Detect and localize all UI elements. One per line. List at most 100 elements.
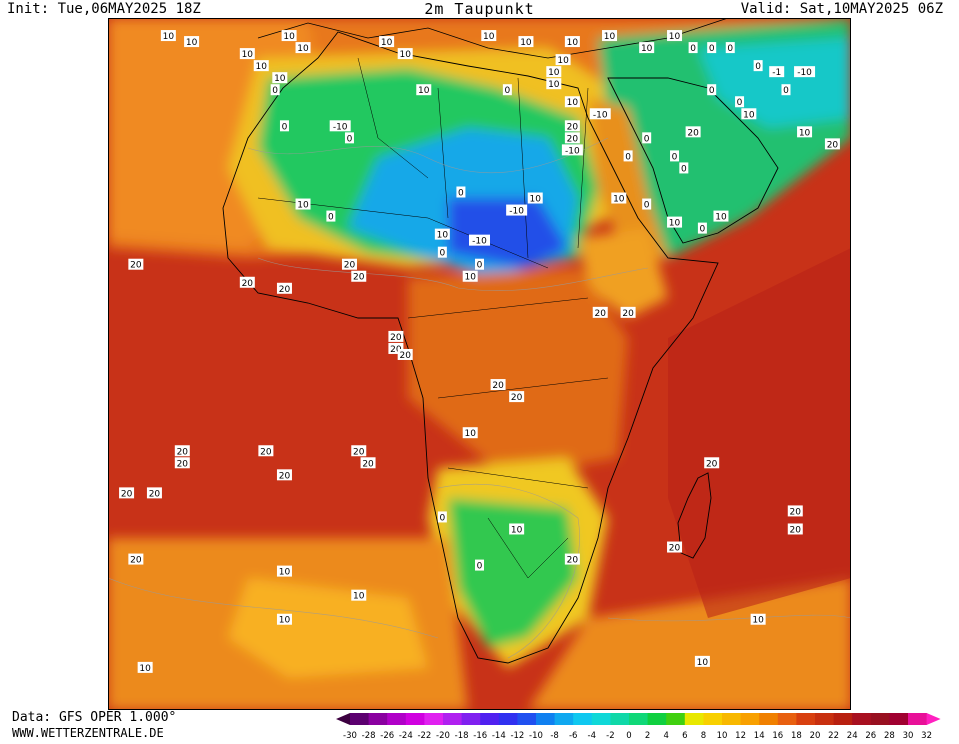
colorbar-segment [833, 713, 853, 725]
dewpoint-label: 10 [602, 30, 618, 42]
svg-text:-10: -10 [472, 237, 487, 247]
svg-text:-10: -10 [509, 207, 524, 217]
colorbar-tick: -14 [492, 731, 506, 740]
svg-text:10: 10 [641, 44, 653, 54]
dewpoint-label: 10 [272, 72, 288, 84]
africa-coastline [222, 31, 719, 664]
dewpoint-label: 20 [146, 487, 162, 499]
colorbar-tick: 14 [754, 731, 765, 740]
dewpoint-label: 20 [341, 258, 357, 271]
svg-text:20: 20 [790, 507, 802, 517]
colorbar-segment [759, 713, 779, 725]
svg-text:0: 0 [737, 98, 743, 108]
dewpoint-label: 20 [685, 126, 701, 138]
dewpoint-label: -10 [589, 108, 611, 120]
dewpoint-label: 10 [239, 48, 255, 60]
svg-text:20: 20 [687, 128, 699, 138]
svg-text:0: 0 [477, 562, 483, 572]
dewpoint-label: 0 [270, 84, 280, 96]
svg-text:20: 20 [567, 556, 579, 566]
svg-text:0: 0 [272, 86, 278, 96]
svg-text:10: 10 [613, 195, 625, 205]
dewpoint-label: 20 [128, 553, 144, 566]
dewpoint-label: 10 [434, 228, 450, 241]
dewpoint-label: -10 [506, 204, 528, 217]
colorbar-tick: -8 [550, 731, 558, 740]
dewpoint-label: 0 [344, 132, 354, 144]
dewpoint-label: 10 [295, 198, 311, 211]
dewpoint-label: 0 [475, 559, 484, 572]
dewpoint-label: 20 [388, 342, 404, 355]
svg-text:10: 10 [557, 56, 569, 66]
dewpoint-label: 10 [379, 36, 395, 48]
colorbar-tick: 0 [626, 731, 631, 740]
svg-text:0: 0 [755, 62, 761, 72]
svg-text:20: 20 [177, 459, 189, 469]
field-indian-ocean [668, 248, 851, 618]
dewpoint-label: 20 [258, 445, 274, 457]
dewpoint-label: 10 [518, 36, 534, 48]
svg-text:10: 10 [743, 110, 755, 120]
svg-text:20: 20 [790, 525, 802, 535]
dewpoint-label: 20 [128, 258, 144, 271]
dewpoint-label: 20 [239, 276, 255, 289]
svg-text:10: 10 [752, 616, 764, 626]
dewpoint-label: 0 [753, 60, 763, 72]
svg-text:10: 10 [464, 273, 476, 283]
dewpoint-label: -10 [329, 120, 351, 132]
dewpoint-label: 0 [456, 186, 466, 199]
svg-text:0: 0 [347, 134, 353, 144]
svg-text:20: 20 [492, 381, 504, 391]
dewpoint-label: 10 [351, 589, 367, 602]
colorbar-tick: 4 [663, 731, 668, 740]
dewpoint-label: 20 [824, 138, 840, 150]
svg-text:10: 10 [437, 231, 449, 241]
colorbar-segment [666, 713, 686, 725]
svg-text:10: 10 [163, 32, 175, 42]
dewpoint-label: 10 [741, 108, 757, 120]
svg-text:0: 0 [709, 86, 715, 96]
dewpoint-label: 20 [351, 270, 367, 283]
svg-text:20: 20 [399, 351, 411, 361]
colorbar-segment [554, 713, 574, 725]
dewpoint-label: 10 [555, 54, 571, 66]
svg-text:0: 0 [458, 189, 464, 199]
field-south-east-band [528, 578, 851, 710]
dewpoint-label: 0 [725, 42, 735, 54]
colorbar-segment [796, 713, 816, 725]
svg-text:20: 20 [595, 309, 607, 319]
field-sahara-core [448, 198, 568, 268]
svg-text:0: 0 [709, 44, 715, 54]
color-legend: -30 -28 -26 -24 -22 -20 -18 -16 -14 -12 -10 -8 -6 -4-… [336, 712, 958, 741]
dewpoint-label: 20 [564, 120, 580, 132]
colorbar-tick: 26 [865, 731, 876, 740]
dewpoint-label: 20 [174, 445, 190, 457]
dewpoint-label: 0 [697, 222, 707, 235]
colorbar-segment [870, 713, 890, 725]
svg-text:20: 20 [567, 134, 579, 144]
mediterranean-coast [257, 18, 729, 59]
svg-text:10: 10 [520, 38, 532, 48]
dewpoint-label: 10 [184, 36, 200, 48]
colorbar-segment [517, 713, 537, 725]
svg-text:10: 10 [483, 32, 495, 42]
svg-text:20: 20 [260, 447, 272, 457]
dewpoint-label: 20 [667, 541, 683, 554]
dewpoint-label: 20 [564, 553, 580, 566]
svg-text:10: 10 [464, 429, 476, 439]
svg-text:0: 0 [672, 152, 678, 162]
colorbar-segment [889, 713, 909, 725]
colorbar-segment [908, 713, 928, 725]
dewpoint-label: -1 [769, 66, 785, 78]
field-ethiopia [578, 228, 668, 318]
dewpoint-label: 10 [509, 523, 525, 535]
svg-text:20: 20 [567, 122, 579, 132]
dewpoint-label: 10 [137, 661, 153, 674]
svg-text:10: 10 [381, 38, 393, 48]
svg-text:20: 20 [622, 309, 634, 319]
colorbar-segment [368, 713, 388, 725]
svg-text:20: 20 [279, 285, 291, 295]
country-borders [257, 57, 609, 579]
colorbar-segment [740, 713, 760, 725]
